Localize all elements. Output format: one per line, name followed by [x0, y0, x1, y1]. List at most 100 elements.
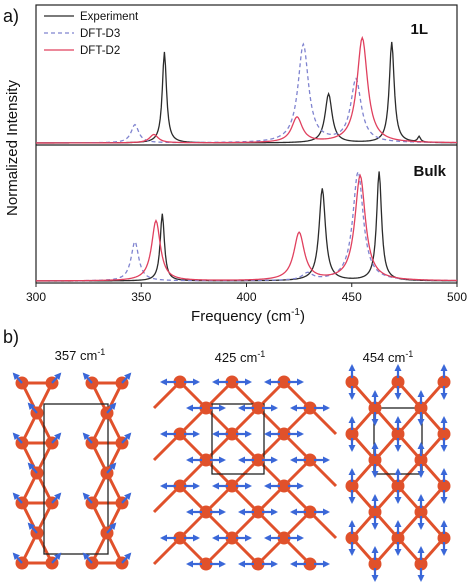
- arrow-head: [290, 560, 297, 568]
- arrow-head: [264, 430, 271, 438]
- atom: [391, 479, 405, 493]
- arrow-head: [371, 575, 379, 582]
- arrow-head: [238, 404, 245, 412]
- arrow-head: [323, 456, 330, 464]
- arrow-head: [27, 402, 35, 411]
- arrow-head: [54, 552, 62, 561]
- arrow-head: [212, 482, 219, 490]
- atom: [173, 375, 187, 389]
- arrow-head: [440, 497, 448, 504]
- arrow-head: [264, 534, 271, 542]
- panel-b-label: b): [3, 327, 19, 347]
- arrow-head: [417, 575, 425, 582]
- arrow-head: [160, 482, 167, 490]
- series-dft-d3-bulk: [36, 169, 458, 282]
- arrow-head: [212, 534, 219, 542]
- atom: [173, 479, 187, 493]
- atom: [345, 427, 359, 441]
- atom: [251, 557, 265, 571]
- panel-a-label: a): [3, 6, 19, 26]
- atom: [414, 453, 428, 467]
- arrow-head: [323, 560, 330, 568]
- arrow-head: [348, 364, 356, 371]
- arrow-head: [212, 430, 219, 438]
- arrow-head: [417, 494, 425, 501]
- arrow-head: [160, 378, 167, 386]
- arrow-head: [394, 520, 402, 527]
- arrow-head: [323, 508, 330, 516]
- series-dft-d3-1l: [36, 42, 458, 144]
- mode-label-454: 454 cm-1: [363, 349, 414, 365]
- legend: Experiment DFT-D3 DFT-D2: [44, 11, 139, 57]
- arrow-head: [54, 492, 62, 501]
- arrow-head: [193, 534, 200, 542]
- unit-cell: [211, 403, 265, 475]
- legend-entry-dft-d2: DFT-D2: [80, 45, 120, 57]
- arrow-head: [212, 378, 219, 386]
- atom: [345, 375, 359, 389]
- arrow-head: [440, 416, 448, 423]
- arrow-head: [371, 523, 379, 530]
- atom: [225, 375, 239, 389]
- arrow-head: [124, 492, 132, 501]
- arrow-head: [417, 442, 425, 449]
- arrow-head: [440, 520, 448, 527]
- arrow-head: [371, 419, 379, 426]
- arrow-head: [371, 494, 379, 501]
- atom: [303, 401, 317, 415]
- arrow-head: [219, 560, 226, 568]
- arrow-head: [264, 482, 271, 490]
- series-dft-d2-1l: [36, 35, 458, 144]
- y-axis-label: Normalized Intensity: [4, 80, 21, 216]
- arrow-head: [245, 482, 252, 490]
- arrow-head: [245, 430, 252, 438]
- arrow-head: [186, 456, 193, 464]
- arrow-head: [219, 508, 226, 516]
- arrow-head: [394, 364, 402, 371]
- atom: [303, 453, 317, 467]
- arrow-head: [54, 372, 62, 381]
- series-dft-d2-bulk: [35, 173, 458, 282]
- arrow-head: [348, 497, 356, 504]
- arrow-head: [348, 445, 356, 452]
- arrow-head: [54, 432, 62, 441]
- arrow-head: [124, 372, 132, 381]
- atom: [173, 531, 187, 545]
- arrow-head: [186, 508, 193, 516]
- arrow-head: [82, 372, 90, 381]
- arrow-head: [297, 378, 304, 386]
- arrow-head: [394, 549, 402, 556]
- legend-entry-dft-d3: DFT-D3: [80, 28, 120, 40]
- x-tick-label: 450: [342, 290, 362, 304]
- atom: [277, 531, 291, 545]
- arrow-head: [297, 430, 304, 438]
- atom: [368, 453, 382, 467]
- arrow-head: [348, 416, 356, 423]
- arrow-head: [394, 445, 402, 452]
- arrow-head: [290, 508, 297, 516]
- arrow-head: [440, 468, 448, 475]
- arrow-head: [394, 416, 402, 423]
- atom: [199, 401, 213, 415]
- atom: [303, 505, 317, 519]
- arrow-head: [271, 560, 278, 568]
- arrow-head: [245, 378, 252, 386]
- atom: [368, 557, 382, 571]
- arrow-head: [186, 404, 193, 412]
- arrow-head: [12, 372, 20, 381]
- atom: [251, 505, 265, 519]
- arrow-head: [12, 552, 20, 561]
- arrow-head: [186, 560, 193, 568]
- series-layer: [35, 35, 458, 282]
- arrow-head: [371, 442, 379, 449]
- arrow-head: [440, 445, 448, 452]
- arrow-head: [394, 393, 402, 400]
- arrow-head: [371, 546, 379, 553]
- legend-entry-experiment: Experiment: [80, 11, 139, 23]
- arrow-head: [271, 508, 278, 516]
- x-tick-label: 400: [236, 290, 256, 304]
- arrow-head: [238, 508, 245, 516]
- arrow-head: [12, 492, 20, 501]
- atom: [391, 531, 405, 545]
- arrow-head: [160, 430, 167, 438]
